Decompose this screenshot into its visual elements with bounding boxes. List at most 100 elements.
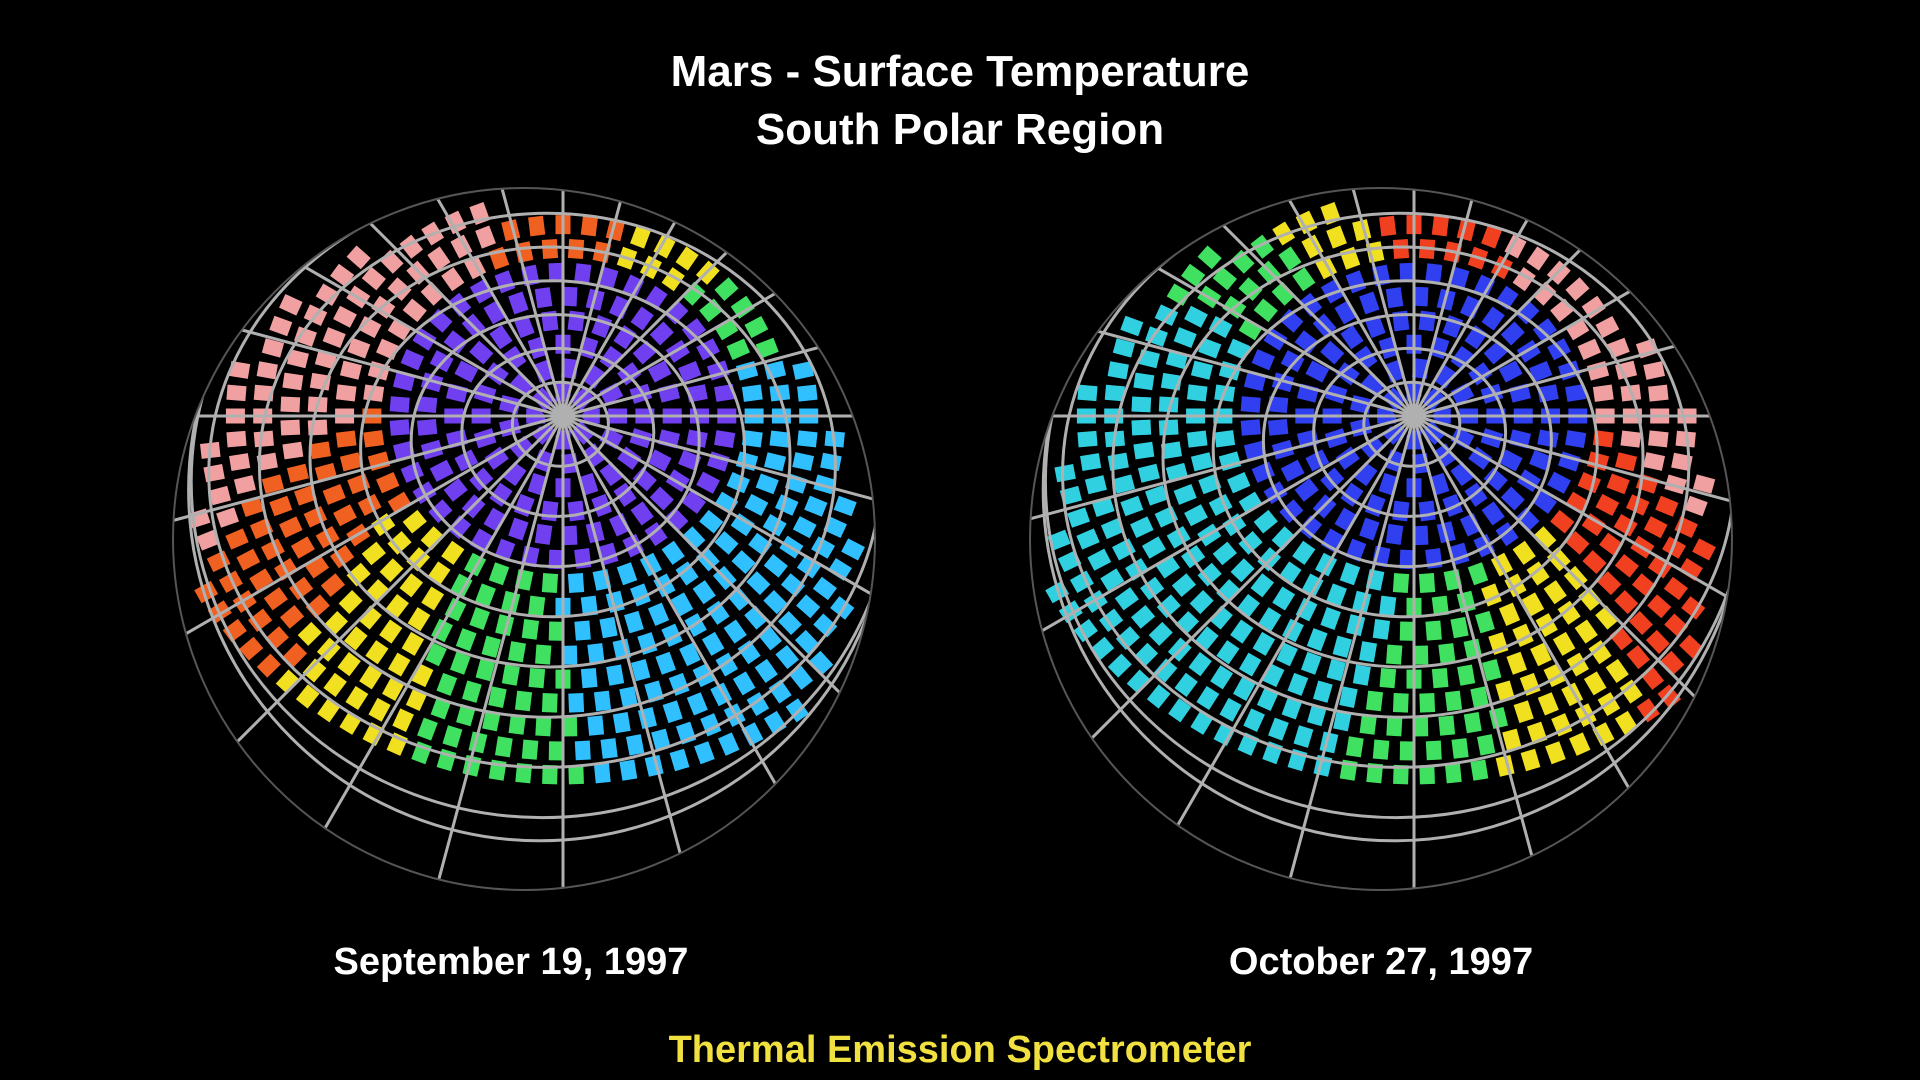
temperature-tile <box>1104 357 1133 383</box>
longitude-line <box>1413 344 1675 418</box>
temperature-tile <box>1396 259 1419 286</box>
temperature-tile <box>640 517 672 551</box>
temperature-tile <box>1110 582 1144 615</box>
temperature-tile <box>1674 553 1708 585</box>
temperature-tile <box>364 447 394 475</box>
temperature-tile <box>1448 734 1472 763</box>
temperature-tile <box>388 704 418 736</box>
temperature-tile <box>1264 713 1293 745</box>
temperature-tile <box>451 624 481 656</box>
temperature-tile <box>1076 449 1105 475</box>
temperature-tile <box>671 557 703 590</box>
temperature-tile <box>1336 756 1362 785</box>
longitude-line <box>1288 199 1416 417</box>
temperature-tile <box>1473 730 1499 760</box>
temperature-tile <box>658 696 687 727</box>
temperature-tile <box>1573 334 1605 364</box>
temperature-tile <box>1541 737 1570 769</box>
temperature-tile <box>660 296 693 329</box>
temperature-tile <box>1239 704 1269 736</box>
temperature-tile <box>759 706 791 739</box>
temperature-tile <box>485 321 517 354</box>
temperature-tile <box>286 532 320 563</box>
temperature-tile <box>1429 360 1461 393</box>
temperature-tile <box>383 313 416 345</box>
temperature-tile <box>645 317 679 350</box>
temperature-tile <box>532 713 555 740</box>
temperature-tile <box>318 323 350 352</box>
temperature-tile <box>570 259 595 288</box>
temperature-tile <box>332 427 360 451</box>
longitude-line <box>241 328 564 418</box>
temperature-tile <box>382 728 412 760</box>
temperature-tile <box>1409 283 1432 310</box>
temperature-tile <box>1081 471 1111 498</box>
temperature-tile <box>1422 617 1446 644</box>
temperature-tile <box>645 482 679 515</box>
temperature-tile <box>1375 212 1400 240</box>
temperature-tile <box>1274 557 1306 590</box>
temperature-tile <box>690 737 719 769</box>
temperature-tile <box>1565 728 1595 760</box>
temperature-tile <box>692 467 724 498</box>
temperature-tile <box>1180 500 1212 531</box>
temperature-tile <box>710 487 743 519</box>
latitude-line <box>187 188 875 843</box>
latitude-line <box>207 188 875 769</box>
temperature-tile <box>1215 693 1246 726</box>
temperature-tile <box>1455 291 1486 323</box>
temperature-tile <box>829 491 861 521</box>
temperature-tile <box>375 245 408 279</box>
temperature-tile <box>1632 694 1665 727</box>
lat-long-grid <box>1030 188 1732 889</box>
temperature-tile <box>773 606 807 640</box>
temperature-tile <box>806 532 840 563</box>
temperature-tile <box>358 718 389 751</box>
longitude-line <box>561 415 682 854</box>
longitude-line <box>561 414 841 694</box>
temperature-tile <box>485 756 511 785</box>
temperature-tile <box>1204 601 1238 634</box>
temperature-tile <box>283 345 313 372</box>
temperature-tile <box>329 500 361 531</box>
latitude-line <box>460 346 656 518</box>
temperature-tile <box>437 536 469 570</box>
globe-outline <box>172 187 876 891</box>
temperature-tile <box>793 427 821 451</box>
temperature-tile <box>223 427 250 451</box>
temperature-tile <box>398 505 432 538</box>
temperature-tile <box>438 721 467 752</box>
temperature-tile <box>577 664 601 692</box>
temperature-tile <box>1446 613 1473 642</box>
temperature-tile <box>252 649 286 682</box>
temperature-tile <box>1234 487 1267 519</box>
longitude-line <box>1176 415 1416 826</box>
temperature-tile <box>584 712 608 740</box>
temperature-tile <box>1268 582 1300 615</box>
temperature-tile <box>484 558 514 590</box>
temperature-tile <box>250 427 278 451</box>
temperature-tile <box>1167 569 1201 602</box>
temperature-tile <box>733 635 765 669</box>
temperature-tile <box>395 569 428 602</box>
temperature-tile <box>396 345 428 375</box>
temperature-tile <box>1162 279 1195 311</box>
temperature-tile <box>710 272 743 306</box>
longitude-line <box>562 292 776 418</box>
temperature-tile <box>1446 457 1478 491</box>
temperature-tile <box>1416 761 1439 788</box>
temperature-tile <box>1508 536 1540 570</box>
temperature-tile <box>571 617 595 644</box>
date-label-left: September 19, 1997 <box>333 941 689 983</box>
temperature-tile <box>595 457 627 491</box>
temperature-tile <box>609 321 641 354</box>
temperature-tile <box>1094 604 1128 637</box>
temperature-tile <box>788 448 818 475</box>
temperature-tile <box>1471 607 1499 638</box>
temperature-tile <box>298 654 331 687</box>
longitude-line <box>1412 414 1696 698</box>
temperature-tile <box>564 307 589 335</box>
temperature-tile <box>359 426 388 451</box>
temperature-tile <box>564 569 588 597</box>
temperature-tile <box>1289 721 1318 752</box>
